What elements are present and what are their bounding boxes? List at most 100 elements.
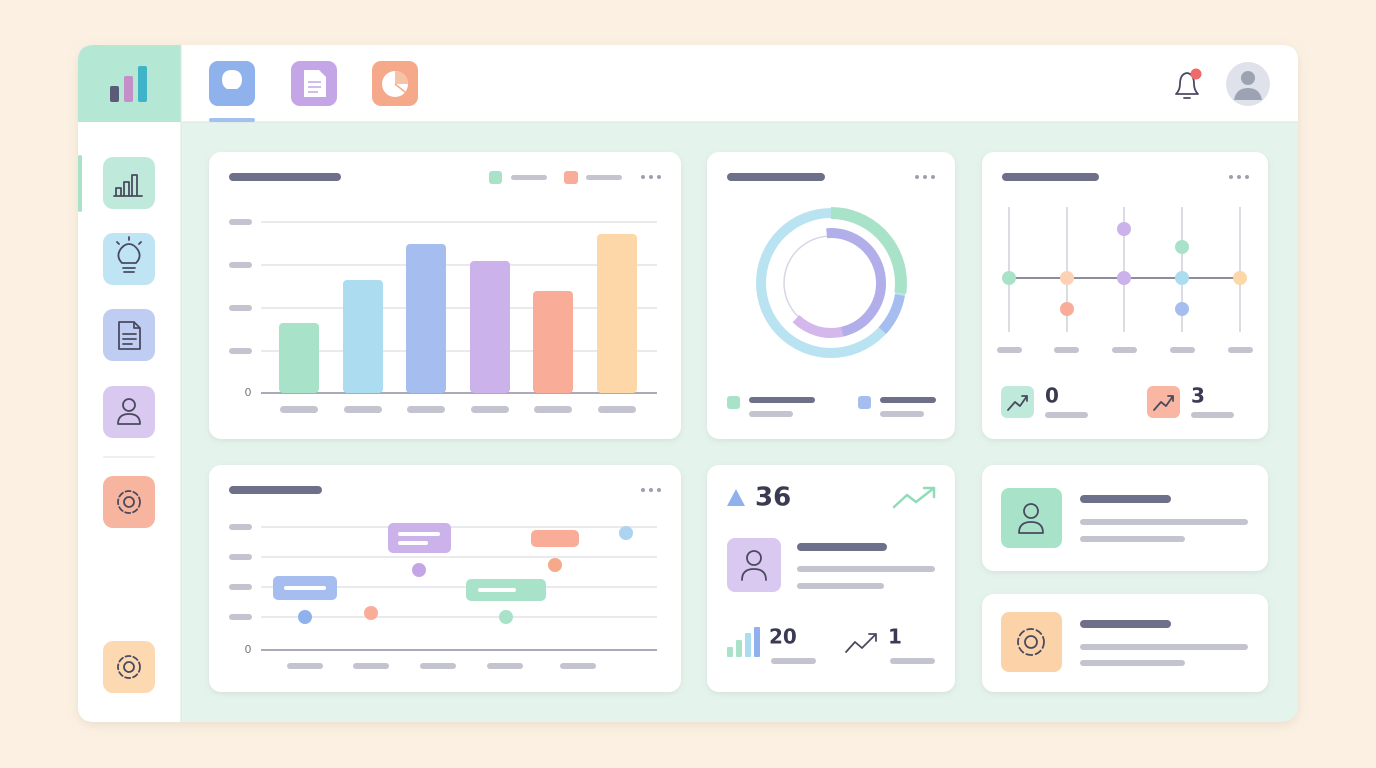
bar-chart-rect [344,406,382,413]
kpi-card-rect [745,633,751,657]
timeline-chart-rect [487,663,523,669]
bar-chart: 0 [229,171,661,413]
timeline-chart-rect [229,524,252,530]
nav-preferences-circle[interactable] [123,661,135,673]
tab-ideas-path[interactable] [222,70,242,95]
donut-chart-circle [923,175,927,179]
nav-analytics[interactable] [103,157,155,209]
bar-chart-rect [598,406,636,413]
kpi-card-path [845,633,877,653]
profile-card-rect [1080,536,1185,542]
notifications-path[interactable] [1175,72,1199,99]
timeline-chart-rect [478,588,516,592]
dot-plot-rect [997,347,1022,353]
kpi-value: 1 [888,625,902,649]
dot-plot-rect [1147,386,1180,418]
donut-chart-circle [776,228,886,339]
nav-preferences-rect[interactable] [103,641,155,693]
bar-chart-rect [229,305,252,311]
donut-chart-rect [727,173,825,181]
kpi-card-rect [727,647,733,657]
nav-settings-circle[interactable] [123,496,135,508]
logo [110,66,147,102]
nav-preferences[interactable] [103,641,155,693]
donut-chart-rect [749,397,815,403]
nav-documents-rect[interactable] [103,309,155,361]
bar-chart-rect [229,219,252,225]
bar-chart-rect [564,171,578,184]
bar-chart-rect [280,406,318,413]
timeline-chart: 0 [229,486,661,669]
donut-chart-rect [880,411,924,417]
nav-profile-circle[interactable] [122,398,136,412]
kpi-card-rect [890,658,935,664]
bar-chart-rect [406,244,446,393]
dot-plot-rect [1001,386,1034,418]
nav-ideas[interactable] [103,233,155,285]
timeline-chart-rect [284,586,326,590]
nav-profile[interactable] [103,386,155,438]
timeline-chart-rect [531,530,579,547]
tab-reports-path[interactable] [395,71,408,84]
kpi-value: 20 [769,625,797,649]
stat-value: 3 [1191,384,1205,408]
nav-documents-path[interactable] [118,321,141,350]
nav-ideas-path[interactable] [116,236,142,273]
trend-panel [982,152,1268,439]
notifications[interactable] [1175,68,1202,99]
user-avatar-path[interactable] [1234,88,1262,100]
donut-chart-rect [727,396,740,409]
donut-chart-circle [776,228,886,338]
nav-settings[interactable] [103,476,155,528]
timeline-chart-rect [287,663,323,669]
timeline-chart-circle [364,606,378,620]
dot-plot-rect [1045,412,1088,418]
notifications-circle[interactable] [1190,68,1202,80]
nav-preferences-circle[interactable] [117,655,141,679]
bar-chart-rect [471,406,509,413]
tab-documents-path[interactable] [308,81,321,93]
nav-settings-rect[interactable] [103,476,155,528]
donut-chart-circle [915,175,919,179]
logo-rect [138,66,147,102]
nav-documents[interactable] [103,309,155,361]
settings-card-rect [1080,644,1248,650]
bar-chart-circle [641,175,645,179]
nav-analytics-path[interactable] [113,174,143,197]
tab-documents[interactable] [291,61,337,106]
nav-profile-rect[interactable] [103,386,155,438]
tab-ideas[interactable] [209,61,255,106]
timeline-chart-rect [398,532,440,536]
dot-plot-circle [1237,175,1241,179]
bar-chart-rect [511,175,547,180]
timeline-chart-circle [298,610,312,624]
kpi-card-rect [797,543,887,551]
sidebar-nav [78,155,155,693]
axis-label: 0 [245,643,252,656]
nav-profile-path[interactable] [117,413,141,425]
timeline-chart-rect [420,663,456,669]
tab-reports-path[interactable] [394,83,406,93]
tab-reports[interactable] [372,61,418,106]
user-avatar[interactable] [1226,62,1270,106]
user-avatar-circle[interactable] [1241,71,1255,85]
dot-plot-circle [1175,240,1189,254]
tab-documents-path[interactable] [304,70,326,97]
dot-plot-rect [1112,347,1137,353]
bar-chart-rect [407,406,445,413]
dot-plot-circle [1117,222,1131,236]
nav-ideas-rect[interactable] [103,233,155,285]
axis-label: 0 [245,386,252,399]
settings-card-rect [1080,660,1185,666]
bar-chart-rect [534,406,572,413]
timeline-panel [209,465,681,692]
dot-plot-rect [1054,347,1079,353]
bar-chart-rect [586,175,622,180]
profile-card-circle [1023,503,1039,519]
timeline-chart-rect [353,663,389,669]
timeline-chart-circle [619,526,633,540]
nav-settings-circle[interactable] [117,490,141,514]
dot-plot-rect [1170,347,1195,353]
